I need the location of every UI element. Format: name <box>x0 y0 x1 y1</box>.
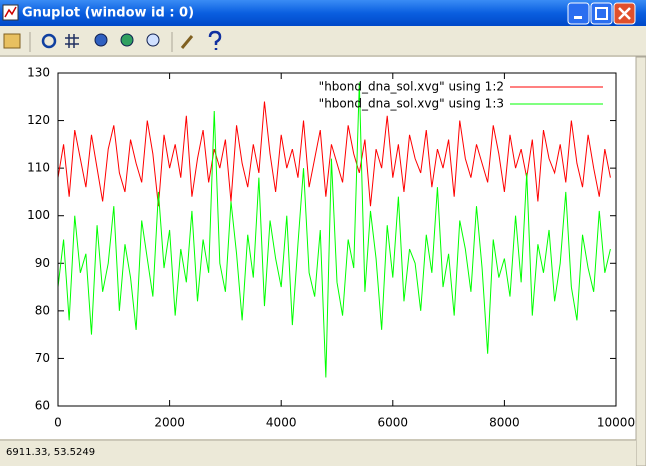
x-tick-label: 8000 <box>489 416 520 430</box>
y-tick-label: 80 <box>35 303 50 317</box>
copy-button[interactable] <box>3 33 21 49</box>
x-tick-label: 6000 <box>378 416 409 430</box>
right-border <box>635 56 646 467</box>
maximize-glyph <box>595 7 608 20</box>
x-tick-label: 2000 <box>154 416 185 430</box>
minimize-button[interactable] <box>567 2 590 25</box>
status-bar <box>0 440 636 466</box>
autoscale-button[interactable] <box>146 33 160 47</box>
x-tick-label: 0 <box>54 416 62 430</box>
status-text: 6911.33, 53.5249 <box>6 447 95 458</box>
series-line <box>57 101 611 207</box>
close-glyph <box>618 7 631 20</box>
y-tick-label: 130 <box>27 66 50 80</box>
grid-button[interactable] <box>65 34 79 48</box>
plot-border <box>57 72 617 407</box>
maximize-button[interactable] <box>590 2 613 25</box>
title-bar <box>0 0 646 26</box>
minimize-glyph <box>574 16 582 19</box>
zoom-prev-button[interactable] <box>94 33 108 47</box>
y-tick-label: 70 <box>35 351 50 365</box>
zoom-next-button[interactable] <box>120 33 134 47</box>
x-tick-label: 10000 <box>597 416 635 430</box>
y-tick-label: 60 <box>35 399 50 413</box>
y-tick-label: 100 <box>27 208 50 222</box>
window-title: Gnuplot (window id : 0) <box>22 6 194 21</box>
y-tick-label: 120 <box>27 113 50 127</box>
x-tick-label: 4000 <box>266 416 297 430</box>
y-tick-label: 90 <box>35 256 50 270</box>
toolbar <box>3 30 222 52</box>
app-icon-graph <box>4 6 17 18</box>
plot: 60 70 80 90 100 110 120 130 0 2000 4000 6000 8000 100… <box>27 66 635 430</box>
options-button[interactable] <box>180 35 194 49</box>
legend-label: "hbond_dna_sol.xvg" using 1:2 <box>319 80 504 94</box>
replot-button[interactable] <box>41 33 57 49</box>
legend-label: "hbond_dna_sol.xvg" using 1:3 <box>319 97 504 111</box>
series-line <box>57 82 611 378</box>
y-tick-label: 110 <box>27 161 50 175</box>
help-button[interactable] <box>208 30 222 50</box>
